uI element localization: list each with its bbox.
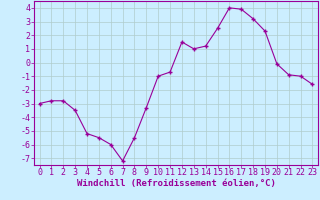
X-axis label: Windchill (Refroidissement éolien,°C): Windchill (Refroidissement éolien,°C) (76, 179, 276, 188)
